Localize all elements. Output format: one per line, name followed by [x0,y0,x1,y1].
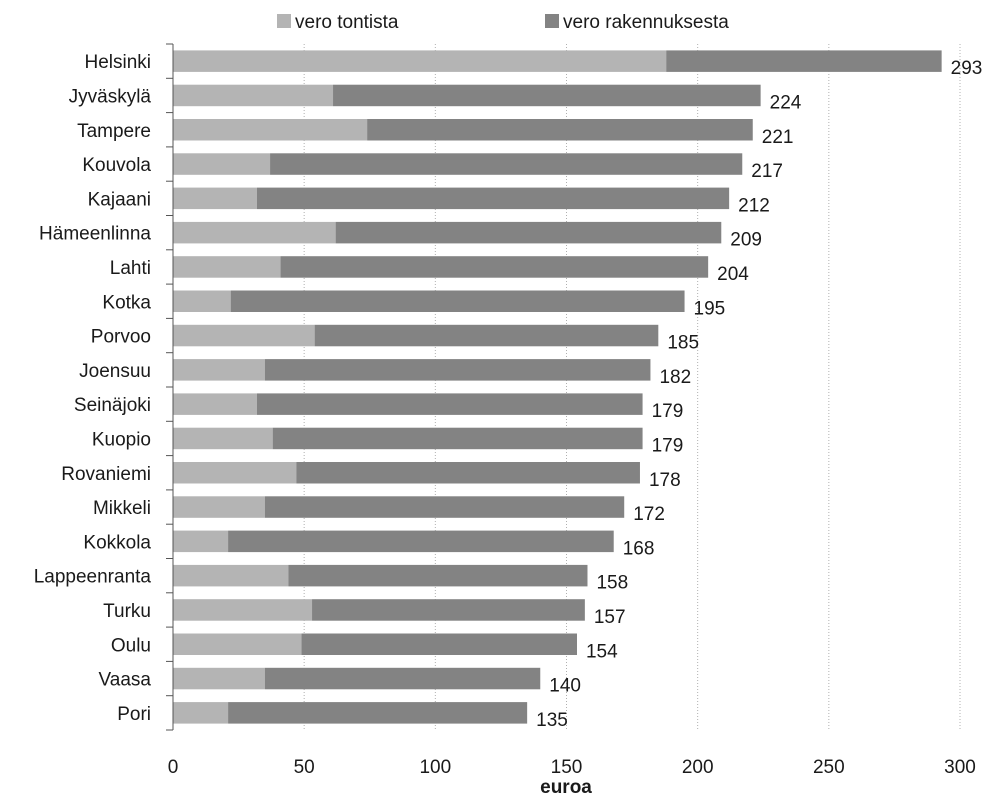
bar-segment-vero-tontista [173,290,231,312]
category-label: Mikkeli [93,498,151,519]
total-value-label: 293 [951,58,983,79]
total-value-label: 157 [594,607,626,628]
bar-segment-vero-rakennuksesta [270,153,743,175]
bar-segment-vero-tontista [173,599,313,621]
category-label: Pori [117,704,151,725]
total-value-label: 217 [751,161,783,182]
bar-segment-vero-rakennuksesta [228,702,528,724]
axes [166,43,174,731]
legend-swatch-vero-rakennuksesta [545,14,559,28]
total-value-label: 179 [652,435,684,456]
bar-segment-vero-rakennuksesta [264,496,625,518]
total-value-label: 224 [770,92,802,113]
total-value-label: 154 [586,641,618,662]
bar-segment-vero-rakennuksesta [272,427,643,450]
legend-swatch-vero-tontista [277,14,291,28]
bar-segment-vero-rakennuksesta [296,462,640,484]
gridlines [303,44,961,730]
category-label: Seinäjoki [74,395,151,416]
bar-segment-vero-rakennuksesta [228,530,614,553]
x-tick-label: 250 [813,757,845,778]
legend-label-vero-rakennuksesta: vero rakennuksesta [563,12,729,33]
category-label: Lahti [110,258,151,279]
bar-segment-vero-rakennuksesta [264,359,651,381]
bar-segment-vero-tontista [173,359,265,381]
bars [173,50,942,724]
x-tick-label: 300 [944,757,976,778]
category-label: Vaasa [99,670,152,691]
bar-segment-vero-tontista [173,427,273,450]
total-value-label: 185 [667,333,699,354]
bar-segment-vero-tontista [173,324,315,347]
x-tick-label: 0 [168,757,179,778]
bar-segment-vero-rakennuksesta [314,324,659,347]
bar-segment-vero-rakennuksesta [333,84,761,107]
bar-segment-vero-tontista [173,496,265,518]
bar-segment-vero-tontista [173,667,265,690]
bar-segment-vero-rakennuksesta [666,50,942,72]
bar-segment-vero-tontista [173,633,302,655]
bar-segment-vero-rakennuksesta [312,599,585,621]
category-label: Kouvola [82,155,151,176]
x-tick-label: 150 [551,757,583,778]
total-value-label: 158 [596,573,628,594]
bar-segment-vero-tontista [173,221,336,244]
category-label: Hämeenlinna [39,224,151,245]
category-label: Lappeenranta [34,567,152,588]
total-value-label: 140 [549,676,581,697]
x-tick-label: 200 [682,757,714,778]
bar-segment-vero-rakennuksesta [256,393,643,415]
x-tick-label: 100 [419,757,451,778]
legend-label-vero-tontista: vero tontista [295,12,399,33]
category-label: Joensuu [79,361,151,382]
category-label: Oulu [111,635,151,656]
bar-segment-vero-rakennuksesta [367,119,753,141]
x-tick-label: 50 [294,757,315,778]
bar-segment-vero-tontista [173,84,334,107]
category-label: Kokkola [83,532,151,553]
total-value-label: 172 [633,504,665,525]
bar-segment-vero-rakennuksesta [335,221,722,244]
category-label: Kuopio [92,429,151,450]
total-value-label: 135 [536,710,568,731]
bar-segment-vero-rakennuksesta [256,187,730,210]
total-value-label: 212 [738,195,770,216]
bar-segment-vero-tontista [173,256,281,278]
total-value-label: 168 [623,538,655,559]
bar-segment-vero-tontista [173,119,368,141]
category-label: Kajaani [88,189,151,210]
bar-segment-vero-tontista [173,564,289,587]
total-value-label: 221 [762,127,794,148]
bar-segment-vero-rakennuksesta [264,667,541,690]
category-label: Tampere [77,121,151,142]
legend: vero tontista vero rakennuksesta [277,12,729,33]
bar-segment-vero-rakennuksesta [301,633,577,655]
category-label: Rovaniemi [61,464,151,485]
category-label: Helsinki [84,52,151,73]
bar-segment-vero-tontista [173,50,667,72]
bar-segment-vero-tontista [173,702,229,724]
bar-segment-vero-rakennuksesta [288,564,588,587]
bar-segment-vero-tontista [173,530,229,553]
labels: 0 50 100 150 200 250 300 Helsinki 293 Jyväskylä 22… [34,52,983,778]
x-axis-title: euroa [540,777,592,798]
bar-segment-vero-tontista [173,153,271,175]
category-label: Porvoo [91,327,151,348]
bar-segment-vero-rakennuksesta [280,256,709,278]
total-value-label: 182 [659,367,691,388]
total-value-label: 209 [730,230,762,251]
bar-segment-vero-tontista [173,393,257,415]
bar-segment-vero-rakennuksesta [230,290,685,312]
bar-segment-vero-tontista [173,187,257,210]
category-label: Turku [103,601,151,622]
total-value-label: 179 [652,401,684,422]
category-label: Kotka [102,292,151,313]
total-value-label: 204 [717,264,749,285]
bar-segment-vero-tontista [173,462,297,484]
total-value-label: 178 [649,470,681,491]
total-value-label: 195 [694,298,726,319]
category-label: Jyväskylä [69,86,152,107]
